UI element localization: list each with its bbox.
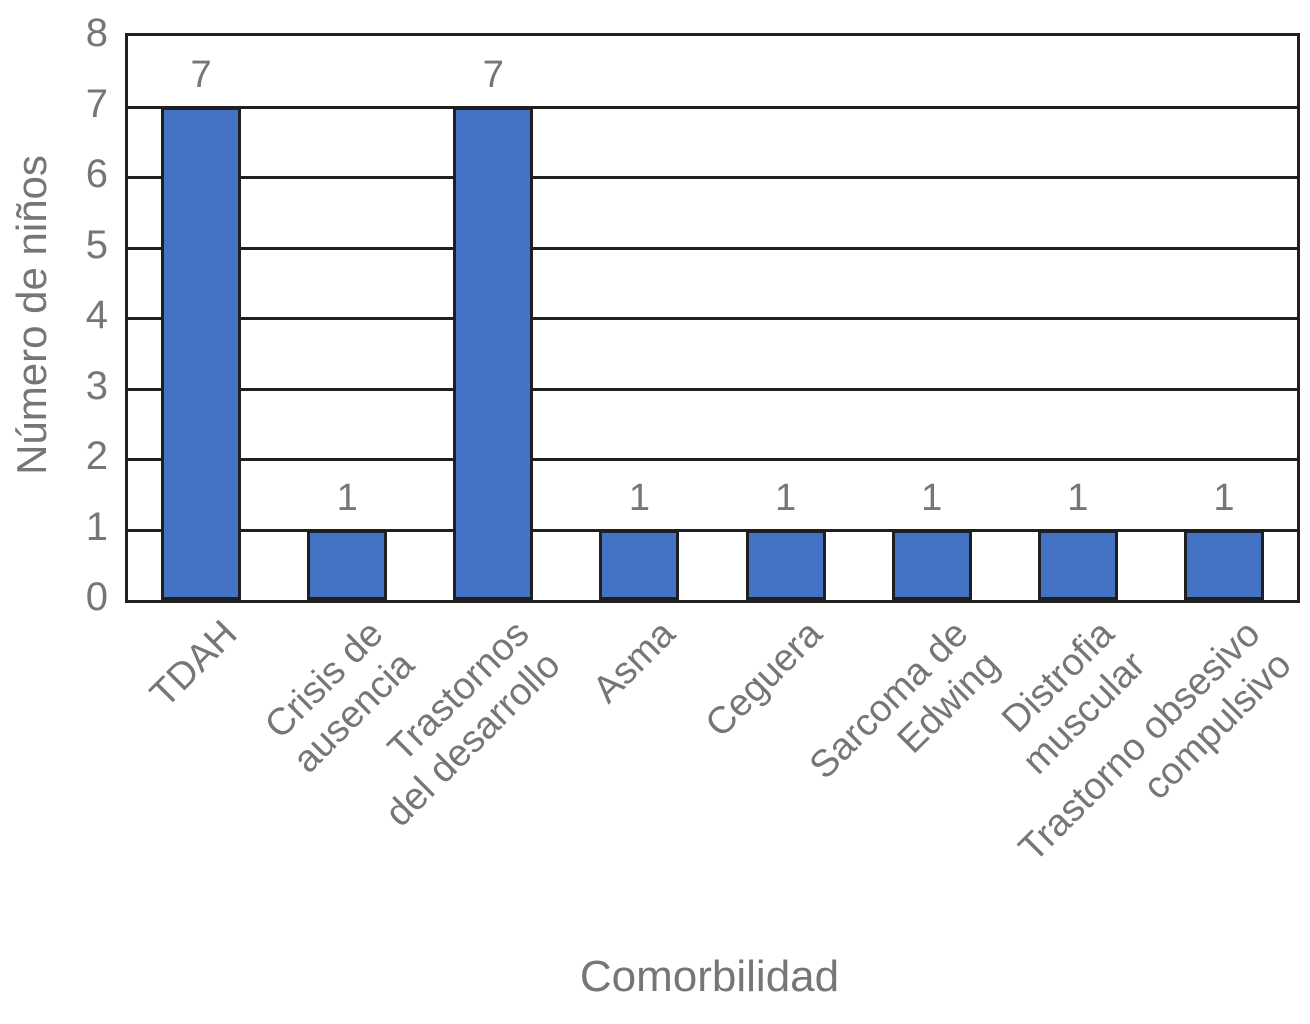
y-tick-label-8: 8 — [85, 11, 108, 55]
bar-2 — [307, 529, 388, 600]
y-tick-label-5: 5 — [85, 222, 108, 267]
bar-5 — [745, 529, 826, 600]
bar-value-label: 1 — [1213, 476, 1235, 519]
y-tick-label-4: 4 — [85, 293, 108, 337]
bar-value-label: 1 — [921, 476, 943, 519]
gridline-y-7 — [128, 105, 1297, 109]
bar-value-label: 1 — [774, 476, 797, 519]
gridline-y-1 — [128, 528, 1297, 532]
gridline-y-5 — [128, 246, 1297, 250]
bar-value-label: 1 — [628, 476, 650, 519]
y-tick-label-2: 2 — [85, 434, 108, 478]
bar-8 — [1183, 529, 1264, 600]
bar-value-label: 1 — [336, 476, 358, 519]
bar-value-label: 7 — [190, 53, 212, 96]
y-tick-label-0: 0 — [85, 575, 108, 619]
bar-1 — [161, 106, 242, 600]
plot-area: 7 1 7 1 1 1 1 1 — [125, 33, 1300, 603]
bar-7 — [1037, 529, 1118, 600]
bar-4 — [599, 529, 680, 600]
bar-value-label: 7 — [482, 53, 504, 96]
bar-3 — [453, 106, 534, 600]
gridline-y-3 — [128, 387, 1297, 391]
gridline-y-2 — [128, 458, 1297, 461]
gridline-y-4 — [128, 317, 1297, 320]
bar-value-label: 1 — [1067, 476, 1089, 519]
y-tick-label-6: 6 — [85, 152, 108, 196]
x-axis-title: Comorbilidad — [579, 952, 840, 1001]
gridline-y-6 — [128, 176, 1297, 179]
y-tick-label-1: 1 — [85, 504, 108, 549]
bar-6 — [891, 529, 972, 600]
y-tick-label-3: 3 — [85, 363, 108, 408]
y-tick-label-7: 7 — [85, 81, 108, 126]
